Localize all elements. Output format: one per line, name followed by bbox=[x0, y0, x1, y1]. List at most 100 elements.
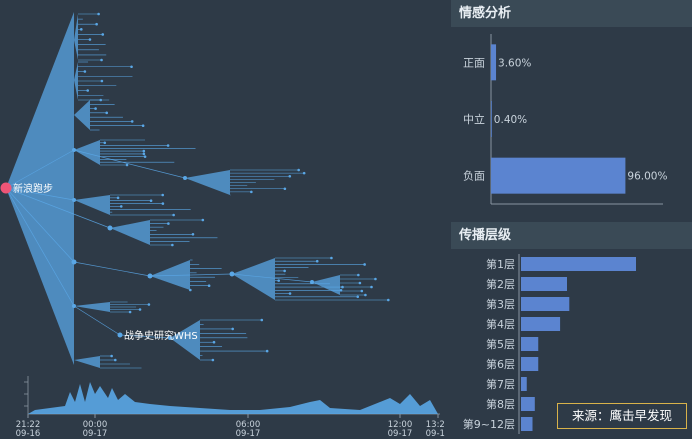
graph-node bbox=[72, 198, 76, 202]
spread-category-label: 第6层 bbox=[486, 357, 515, 371]
fan-spread bbox=[185, 170, 230, 195]
graph-node bbox=[161, 193, 165, 197]
graph-node bbox=[363, 263, 366, 266]
spread-category-label: 第9~12层 bbox=[463, 417, 515, 431]
timeline-tick-date: 09-17 bbox=[236, 429, 261, 439]
edges bbox=[5, 12, 389, 369]
graph-node bbox=[265, 349, 269, 353]
spread-bar bbox=[521, 257, 636, 271]
graph-node bbox=[72, 148, 76, 152]
graph-node bbox=[72, 304, 76, 308]
graph-node bbox=[107, 225, 113, 231]
graph-node bbox=[94, 107, 97, 110]
sentiment-category-label: 正面 bbox=[463, 56, 485, 69]
graph-edge bbox=[5, 187, 75, 307]
spread-category-label: 第7层 bbox=[486, 377, 515, 391]
graph-node bbox=[100, 58, 103, 62]
graph-node bbox=[358, 281, 362, 285]
graph-node bbox=[113, 358, 117, 362]
sentiment-bar bbox=[491, 101, 492, 137]
fan-spread bbox=[74, 356, 100, 368]
timeline-tick-date: 09-17 bbox=[388, 429, 413, 439]
graph-node bbox=[88, 38, 92, 41]
timeline-tick-time: 00:00 bbox=[83, 420, 108, 430]
sentiment-title: 情感分析 bbox=[451, 0, 692, 27]
graph-edge bbox=[73, 261, 151, 277]
sentiment-panel: 正面 3.60% 中立 0.40% 负面 96.00% 情感分析 bbox=[451, 0, 692, 215]
graph-node bbox=[130, 65, 133, 69]
graph-node bbox=[141, 124, 145, 128]
graph-node bbox=[105, 111, 109, 115]
fan-spread bbox=[150, 260, 190, 290]
graph-node bbox=[149, 199, 153, 203]
fan-spread bbox=[74, 100, 90, 130]
fan-spread bbox=[74, 62, 78, 100]
graph-node bbox=[172, 213, 175, 217]
graph-edge bbox=[231, 273, 313, 283]
graph-node bbox=[310, 280, 314, 284]
spread-category-label: 第5层 bbox=[486, 337, 515, 351]
graph-node bbox=[330, 256, 333, 260]
spread-bar bbox=[521, 377, 527, 391]
graph-node bbox=[357, 273, 360, 277]
graph-node bbox=[339, 289, 343, 292]
graph-node bbox=[288, 174, 292, 178]
graph-node bbox=[128, 310, 132, 314]
graph-node bbox=[166, 144, 170, 147]
graph-node bbox=[288, 292, 292, 295]
timeline-area bbox=[28, 382, 438, 414]
fan-spread bbox=[74, 14, 78, 60]
graph-node bbox=[97, 12, 100, 16]
graph-node bbox=[125, 163, 129, 167]
spread-level-panel: 第1层 第2层 第3层 第4层 第5层 第6层 第7层 第8层 第9~12层 传播层级 bbox=[451, 222, 692, 439]
spread-bar bbox=[521, 317, 561, 331]
spread-bar bbox=[521, 397, 535, 411]
spread-category-label: 第3层 bbox=[486, 297, 515, 311]
graph-node bbox=[119, 205, 123, 208]
graph-node bbox=[101, 33, 105, 36]
graph-node bbox=[147, 303, 151, 306]
graph-node bbox=[360, 289, 364, 293]
graph-node bbox=[189, 288, 192, 292]
graph-node bbox=[171, 243, 174, 247]
graph-edge bbox=[119, 334, 171, 339]
spread-bar bbox=[521, 297, 570, 311]
fan-spread bbox=[110, 220, 150, 245]
graph-node bbox=[297, 168, 300, 172]
graph-node bbox=[100, 79, 104, 83]
graph-node bbox=[211, 358, 215, 362]
timeline-chart[interactable]: 21:2209-1600:0009-1706:0009-1712:0009-17… bbox=[0, 372, 445, 439]
graph-node bbox=[341, 285, 344, 289]
timeline-tick-date: 09-17 bbox=[83, 429, 108, 439]
sentiment-bar-chart: 正面 3.60% 中立 0.40% 负面 96.00% bbox=[463, 34, 667, 205]
graph-edge bbox=[5, 187, 75, 201]
graph-edge bbox=[73, 149, 186, 179]
graph-node bbox=[71, 259, 77, 265]
graph-node bbox=[283, 187, 287, 191]
sentiment-bar bbox=[491, 44, 497, 81]
hub-label: 战争史研究WHS bbox=[124, 329, 198, 342]
graph-node bbox=[142, 152, 146, 156]
sentiment-category-label: 中立 bbox=[463, 112, 485, 126]
graph-node bbox=[302, 171, 306, 175]
sentiment-value-label: 0.40% bbox=[494, 114, 527, 126]
graph-node bbox=[117, 332, 123, 338]
sentiment-bar bbox=[491, 157, 626, 194]
spread-bar bbox=[521, 337, 539, 351]
graph-edge bbox=[149, 273, 233, 277]
spread-category-label: 第2层 bbox=[486, 277, 515, 291]
graph-edge bbox=[73, 305, 121, 336]
timeline-tick-time: 13:27 bbox=[426, 420, 445, 430]
graph-node bbox=[83, 70, 87, 73]
graph-node bbox=[364, 293, 367, 297]
timeline-tick-date: 09-16 bbox=[16, 429, 41, 439]
timeline-tick-time: 12:00 bbox=[388, 420, 413, 430]
graph-node bbox=[168, 336, 172, 340]
fan-spread bbox=[170, 320, 200, 360]
